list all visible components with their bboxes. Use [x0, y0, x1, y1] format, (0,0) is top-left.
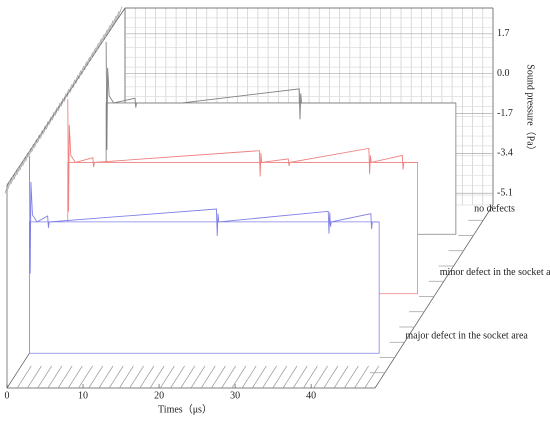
hatch	[272, 365, 288, 389]
legend-label: major defect in the socket area	[405, 331, 528, 342]
hatch	[364, 365, 380, 389]
hatch	[16, 365, 32, 389]
x-axis-label: Times（μs）	[158, 403, 212, 415]
legend-label: minor defect in the socket area	[440, 267, 550, 278]
hatch	[99, 33, 105, 48]
hatch	[116, 6, 123, 20]
hatch	[110, 15, 117, 29]
hatch	[129, 365, 144, 389]
hatch	[57, 365, 73, 389]
legend-label: no defects	[474, 204, 515, 215]
hatch	[119, 365, 134, 389]
hatch	[333, 365, 349, 389]
x-tick-label: 20	[154, 390, 164, 401]
hatch	[45, 116, 52, 130]
hatch	[354, 365, 369, 389]
hatch	[101, 29, 108, 43]
hatch	[31, 139, 37, 153]
hatch	[160, 365, 175, 389]
hatch	[69, 79, 76, 93]
hatch	[42, 120, 49, 135]
hatch	[48, 111, 55, 125]
hatch	[303, 365, 318, 389]
hatch	[108, 365, 124, 389]
series-line	[105, 41, 456, 150]
hatch	[96, 38, 102, 52]
x-tick-label: 0	[5, 390, 10, 401]
hatch	[241, 365, 257, 389]
hatch	[200, 365, 216, 389]
hatch	[60, 93, 67, 107]
hatch	[292, 365, 308, 389]
hatch	[282, 365, 298, 389]
hatch	[47, 365, 63, 389]
hatch	[113, 11, 120, 25]
x-tick-label: 10	[78, 390, 88, 401]
hatch	[19, 157, 26, 171]
hatch	[323, 365, 339, 389]
hatch	[344, 365, 359, 389]
hatch	[22, 152, 28, 167]
hatch	[90, 47, 96, 61]
hatch	[104, 24, 111, 39]
hatch	[98, 365, 114, 389]
y-tick-label: 1.7	[497, 28, 510, 39]
hatch	[170, 365, 185, 389]
hatch	[37, 365, 52, 389]
y-axis-label: Sound pressure（Pa）	[525, 64, 537, 155]
hatch	[87, 52, 93, 66]
hatch	[78, 365, 93, 389]
hatch	[13, 166, 20, 180]
y-tick-label: -5.1	[497, 188, 513, 199]
x-tick-label: 30	[230, 390, 240, 401]
hatch	[81, 61, 87, 75]
series-line	[28, 156, 380, 274]
hatch	[72, 75, 79, 89]
hatch	[139, 365, 155, 389]
hatch	[231, 365, 247, 389]
hatch	[28, 143, 34, 157]
hatch	[211, 365, 226, 389]
hatch	[57, 97, 64, 112]
hatch	[4, 180, 11, 194]
hatch	[84, 56, 90, 71]
x-tick-label: 40	[306, 390, 316, 401]
hatch	[313, 365, 328, 389]
hatch	[10, 171, 17, 185]
hatch	[180, 365, 196, 389]
hatch	[27, 365, 42, 389]
hatch	[16, 161, 23, 176]
hatch	[221, 365, 236, 389]
hatch	[37, 129, 43, 144]
hatch	[93, 43, 99, 57]
hatch	[88, 365, 104, 389]
hatch	[34, 134, 40, 148]
series-line	[67, 99, 418, 212]
hatch	[107, 20, 114, 34]
hatch	[66, 84, 73, 98]
hatch	[252, 365, 267, 389]
hatch	[262, 365, 277, 389]
hatch	[54, 102, 61, 116]
hatch	[190, 365, 206, 389]
y-tick-label: 0.0	[497, 68, 510, 79]
hatch	[63, 88, 70, 103]
y-tick-label: -1.7	[497, 108, 513, 119]
hatch	[25, 148, 31, 162]
series-plane	[29, 221, 380, 354]
hatch	[40, 125, 46, 139]
hatch	[68, 365, 83, 389]
hatch	[7, 175, 14, 189]
hatch	[75, 70, 82, 84]
hatch	[78, 65, 85, 80]
y-tick-label: -3.4	[497, 148, 513, 159]
hatch	[149, 365, 165, 389]
hatch	[51, 107, 58, 121]
